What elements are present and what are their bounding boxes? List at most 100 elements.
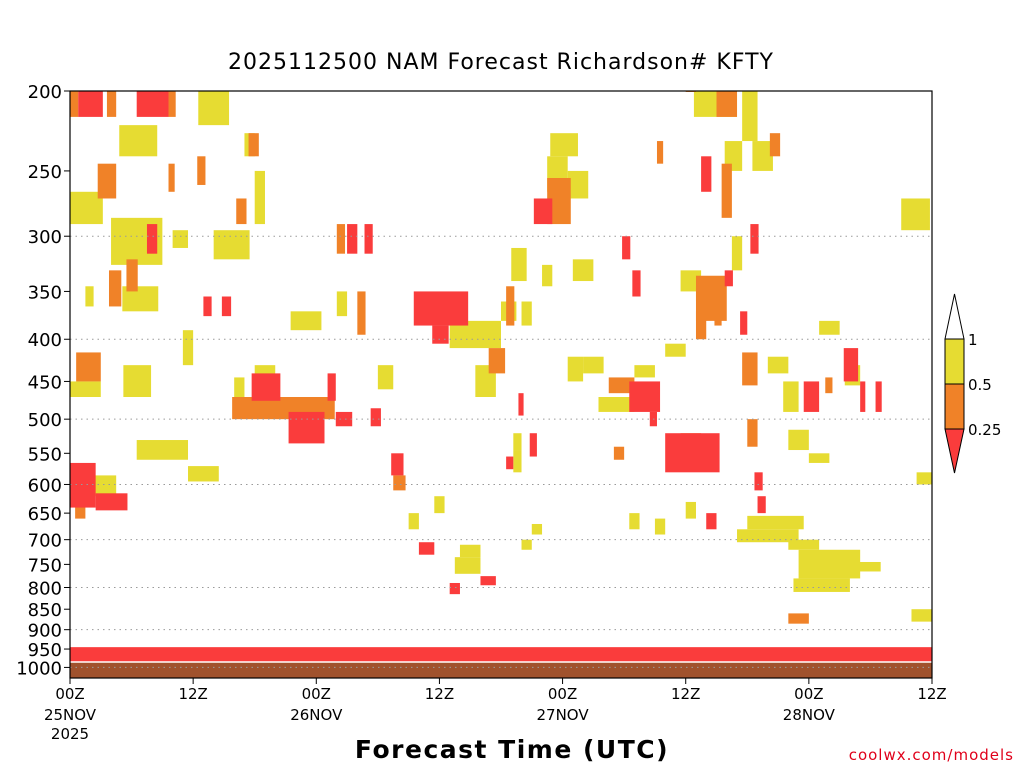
legend-swatch-red bbox=[944, 428, 965, 474]
richardson-patch-ri-0-25 bbox=[70, 647, 932, 663]
richardson-patch-ri-0-5-1 bbox=[531, 523, 543, 535]
richardson-patch-ri-0-5-1 bbox=[336, 291, 348, 317]
source-credit: coolwx.com/models bbox=[848, 746, 1014, 764]
x-tick-label: 00Z bbox=[548, 685, 577, 703]
richardson-patch-ri-0-25 bbox=[203, 296, 212, 317]
richardson-patch-ri-0-5-1 bbox=[767, 356, 789, 374]
richardson-patch-ri-0-5-1 bbox=[182, 330, 194, 366]
richardson-patch-ri-0-5-1 bbox=[731, 236, 743, 271]
richardson-patch-ri-0-5-1 bbox=[172, 230, 189, 248]
richardson-patch-ri-0-5-1 bbox=[119, 125, 158, 157]
richardson-patch-ri-0-25-0-5 bbox=[716, 91, 738, 117]
y-tick-label: 550 bbox=[28, 444, 62, 465]
richardson-patch-ri-0-25 bbox=[724, 270, 733, 287]
legend-swatch-orange bbox=[944, 383, 965, 430]
x-tick-label: 00Z bbox=[55, 685, 84, 703]
y-tick-label: 450 bbox=[28, 372, 62, 393]
richardson-patch-ri-0-25-0-5 bbox=[357, 291, 366, 335]
richardson-patch-ri-0-25-0-5 bbox=[97, 163, 117, 199]
richardson-patch-ri-0-25-0-5 bbox=[506, 286, 515, 326]
richardson-patch-ri-0-25 bbox=[95, 493, 128, 511]
y-tick-label: 350 bbox=[28, 282, 62, 303]
richardson-patch-ri-0-25-0-5 bbox=[742, 352, 758, 386]
richardson-patch-ri-0-25 bbox=[251, 373, 281, 401]
legend-swatch-yellow bbox=[944, 338, 965, 385]
richardson-patch-ri-0-5-1 bbox=[567, 170, 589, 199]
richardson-patch-ri-0-5-1 bbox=[408, 513, 419, 530]
richardson-patch-ri-0-5-1 bbox=[85, 286, 94, 307]
richardson-patch-ri-0-25 bbox=[875, 381, 882, 412]
x-tick-label: 12Z bbox=[671, 685, 700, 703]
y-tick-label: 800 bbox=[28, 578, 62, 599]
richardson-patch-ri-0-5-1 bbox=[511, 247, 527, 282]
richardson-patch-ri-0-25-0-5 bbox=[70, 91, 79, 117]
x-tick-date-label: 27NOV bbox=[537, 706, 590, 724]
richardson-patch-ri-0-25-0-5 bbox=[248, 133, 259, 157]
richardson-patch-ri-0-25 bbox=[221, 296, 232, 317]
richardson-patch-ri-0-25 bbox=[391, 453, 404, 476]
richardson-patch-ri-0-25 bbox=[370, 408, 381, 427]
richardson-patch-ri-0-25 bbox=[347, 224, 358, 254]
richardson-patch-ri-0-25 bbox=[518, 393, 524, 416]
richardson-patch-ri-0-25 bbox=[754, 472, 763, 491]
legend-swatch-gt1 bbox=[944, 293, 965, 340]
richardson-patch-ri-0-5-1 bbox=[598, 397, 635, 412]
richardson-patch-ri-0-25 bbox=[506, 456, 514, 470]
richardson-patch-ri-0-25-0-5 bbox=[168, 163, 175, 192]
richardson-patch-ri-0-25 bbox=[70, 462, 96, 508]
richardson-patch-ri-0-5-1 bbox=[783, 381, 799, 412]
richardson-patch-ri-0-25-0-5 bbox=[747, 419, 758, 447]
legend-label: 0.5 bbox=[968, 376, 992, 394]
richardson-patch-ri-0-25-0-5 bbox=[108, 270, 122, 307]
richardson-patch-ri-0-5-1 bbox=[685, 501, 696, 519]
richardson-patch-ri-0-5-1 bbox=[788, 429, 809, 451]
richardson-patch-ri-0-25 bbox=[757, 496, 766, 514]
richardson-patch-ri-0-5-1 bbox=[572, 259, 594, 282]
y-tick-label: 750 bbox=[28, 555, 62, 576]
ground-layer bbox=[70, 661, 932, 678]
y-tick-label: 250 bbox=[28, 162, 62, 183]
richardson-patch-ri-0-5-1 bbox=[665, 343, 686, 357]
richardson-patch-ri-0-25 bbox=[860, 381, 866, 412]
richardson-patch-ri-0-5-1 bbox=[629, 513, 640, 530]
richardson-patch-ri-0-5-1 bbox=[819, 320, 840, 335]
richardson-patch-ri-0-5-1 bbox=[213, 230, 250, 260]
richardson-patch-ri-0-25 bbox=[364, 224, 373, 254]
richardson-patch-ri-0-25-0-5 bbox=[695, 275, 727, 321]
richardson-patch-ri-0-25 bbox=[803, 381, 820, 412]
y-tick-label: 1000 bbox=[16, 658, 62, 679]
richardson-patch-ri-0-25 bbox=[665, 433, 720, 473]
x-axis-title: Forecast Time (UTC) bbox=[354, 735, 670, 764]
richardson-patch-ri-0-25 bbox=[449, 582, 460, 595]
x-tick-date-label: 26NOV bbox=[290, 706, 343, 724]
richardson-patch-ri-0-25 bbox=[413, 291, 469, 326]
x-tick-year-label: 2025 bbox=[51, 725, 89, 743]
richardson-patch-ri-0-25-0-5 bbox=[106, 91, 117, 117]
richardson-patch-ri-0-5-1 bbox=[70, 381, 101, 398]
legend-label: 1 bbox=[968, 331, 978, 349]
richardson-patch-ri-0-25-0-5 bbox=[126, 259, 138, 292]
richardson-patch-ri-0-5-1 bbox=[459, 544, 481, 558]
richardson-patch-ri-0-25 bbox=[533, 198, 553, 225]
richardson-patch-ri-0-25 bbox=[146, 224, 158, 254]
richardson-patch-ri-0-5-1 bbox=[911, 609, 932, 622]
richardson-patch-ri-0-5-1 bbox=[70, 191, 103, 225]
richardson-patch-ri-0-25-0-5 bbox=[613, 446, 625, 460]
richardson-patch-ri-0-25 bbox=[750, 224, 759, 254]
y-tick-label: 650 bbox=[28, 504, 62, 525]
richardson-patch-ri-0-25-0-5 bbox=[488, 348, 506, 374]
richardson-patch-ri-0-5-1 bbox=[377, 365, 394, 390]
richardson-patch-ri-0-25-0-5 bbox=[825, 377, 833, 394]
richardson-patch-ri-0-25 bbox=[432, 325, 449, 344]
gridlines bbox=[70, 235, 932, 668]
richardson-patch-ri-0-5-1 bbox=[855, 561, 881, 572]
richardson-patch-ri-0-5-1 bbox=[434, 496, 445, 514]
richardson-patch-ri-0-5-1 bbox=[752, 141, 773, 171]
richardson-patch-ri-0-25 bbox=[136, 91, 169, 117]
richardson-patch-ri-0-5-1 bbox=[724, 141, 743, 171]
richardson-patch-ri-0-5-1 bbox=[742, 91, 758, 142]
richardson-patch-ri-0-5-1 bbox=[654, 518, 666, 535]
richardson-patch-ri-0-25-0-5 bbox=[695, 311, 707, 340]
